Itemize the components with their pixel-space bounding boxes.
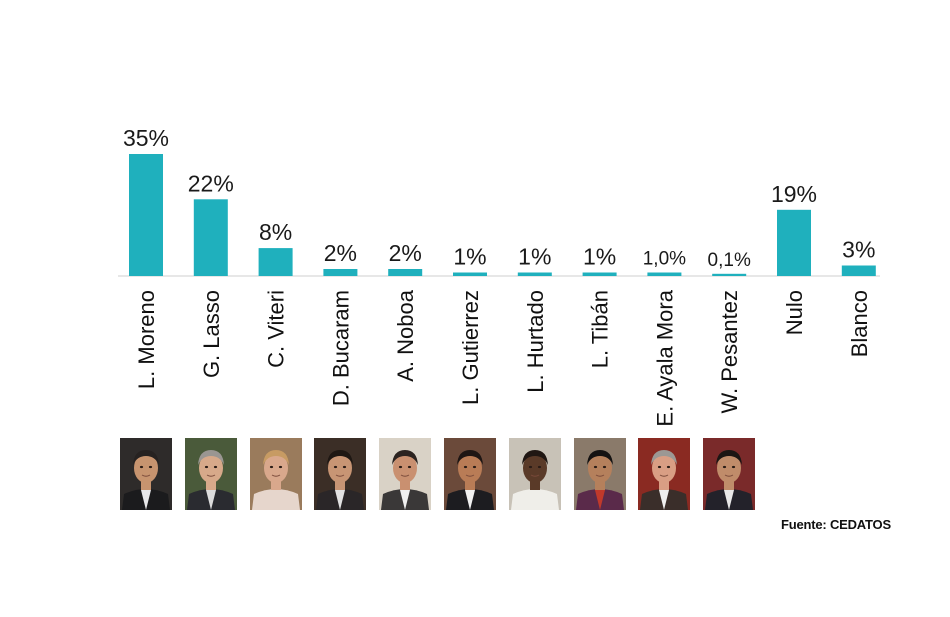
portrait-photo <box>573 438 626 510</box>
category-label-12: Blanco <box>847 290 872 357</box>
category-label-11: Nulo <box>782 290 807 335</box>
category-label-3: C. Viteri <box>264 290 289 368</box>
value-label-6: 1% <box>453 244 486 270</box>
portrait-photo <box>314 438 367 510</box>
portrait-photo <box>508 438 561 510</box>
value-label-10: 0,1% <box>708 250 751 271</box>
category-label-7: L. Hurtado <box>523 290 548 393</box>
portrait-photo <box>444 438 496 510</box>
category-label-5: A. Noboa <box>393 289 418 381</box>
bar-10 <box>712 273 747 276</box>
portrait-photo <box>638 438 691 510</box>
portrait-photo <box>379 438 432 510</box>
bar-6 <box>453 272 487 276</box>
bar-2 <box>193 199 228 276</box>
value-label-8: 1% <box>583 244 616 270</box>
portrait-photo <box>703 438 756 510</box>
value-label-5: 2% <box>389 240 422 266</box>
source-note: Fuente: CEDATOS <box>781 517 891 532</box>
bar-7 <box>517 272 552 276</box>
bar-5 <box>388 269 423 276</box>
category-label-10: W. Pesantez <box>717 290 742 414</box>
value-label-4: 2% <box>324 240 357 266</box>
bar-1 <box>129 154 163 276</box>
bar-4 <box>323 269 358 276</box>
value-label-1: 35% <box>123 125 169 151</box>
value-label-9: 1,0% <box>643 249 686 270</box>
bar-3 <box>258 248 293 276</box>
category-label-9: E. Ayala Mora <box>652 289 677 426</box>
candidate-photos <box>0 438 950 514</box>
value-label-7: 1% <box>518 244 551 270</box>
value-label-12: 3% <box>842 237 875 263</box>
value-label-11: 19% <box>771 181 817 207</box>
category-label-6: L. Gutierrez <box>458 290 483 405</box>
category-label-8: L. Tibán <box>588 290 613 368</box>
category-label-4: D. Bucaram <box>328 290 353 406</box>
portrait-photo <box>184 438 237 510</box>
value-label-2: 22% <box>188 170 234 196</box>
portrait-photo <box>249 438 302 510</box>
portrait-photo <box>120 438 172 510</box>
bar-9 <box>647 272 682 276</box>
bar-12 <box>841 265 876 276</box>
bar-11 <box>777 209 811 276</box>
category-label-1: L. Moreno <box>134 290 159 389</box>
value-label-3: 8% <box>259 219 292 245</box>
bar-8 <box>582 272 617 276</box>
bar-chart: 35% 22% 8% 2% 2% 1% 1% 1% 1,0% 0,1% 19% 3% L. Moren… <box>118 125 880 427</box>
category-label-2: G. Lasso <box>199 290 224 378</box>
